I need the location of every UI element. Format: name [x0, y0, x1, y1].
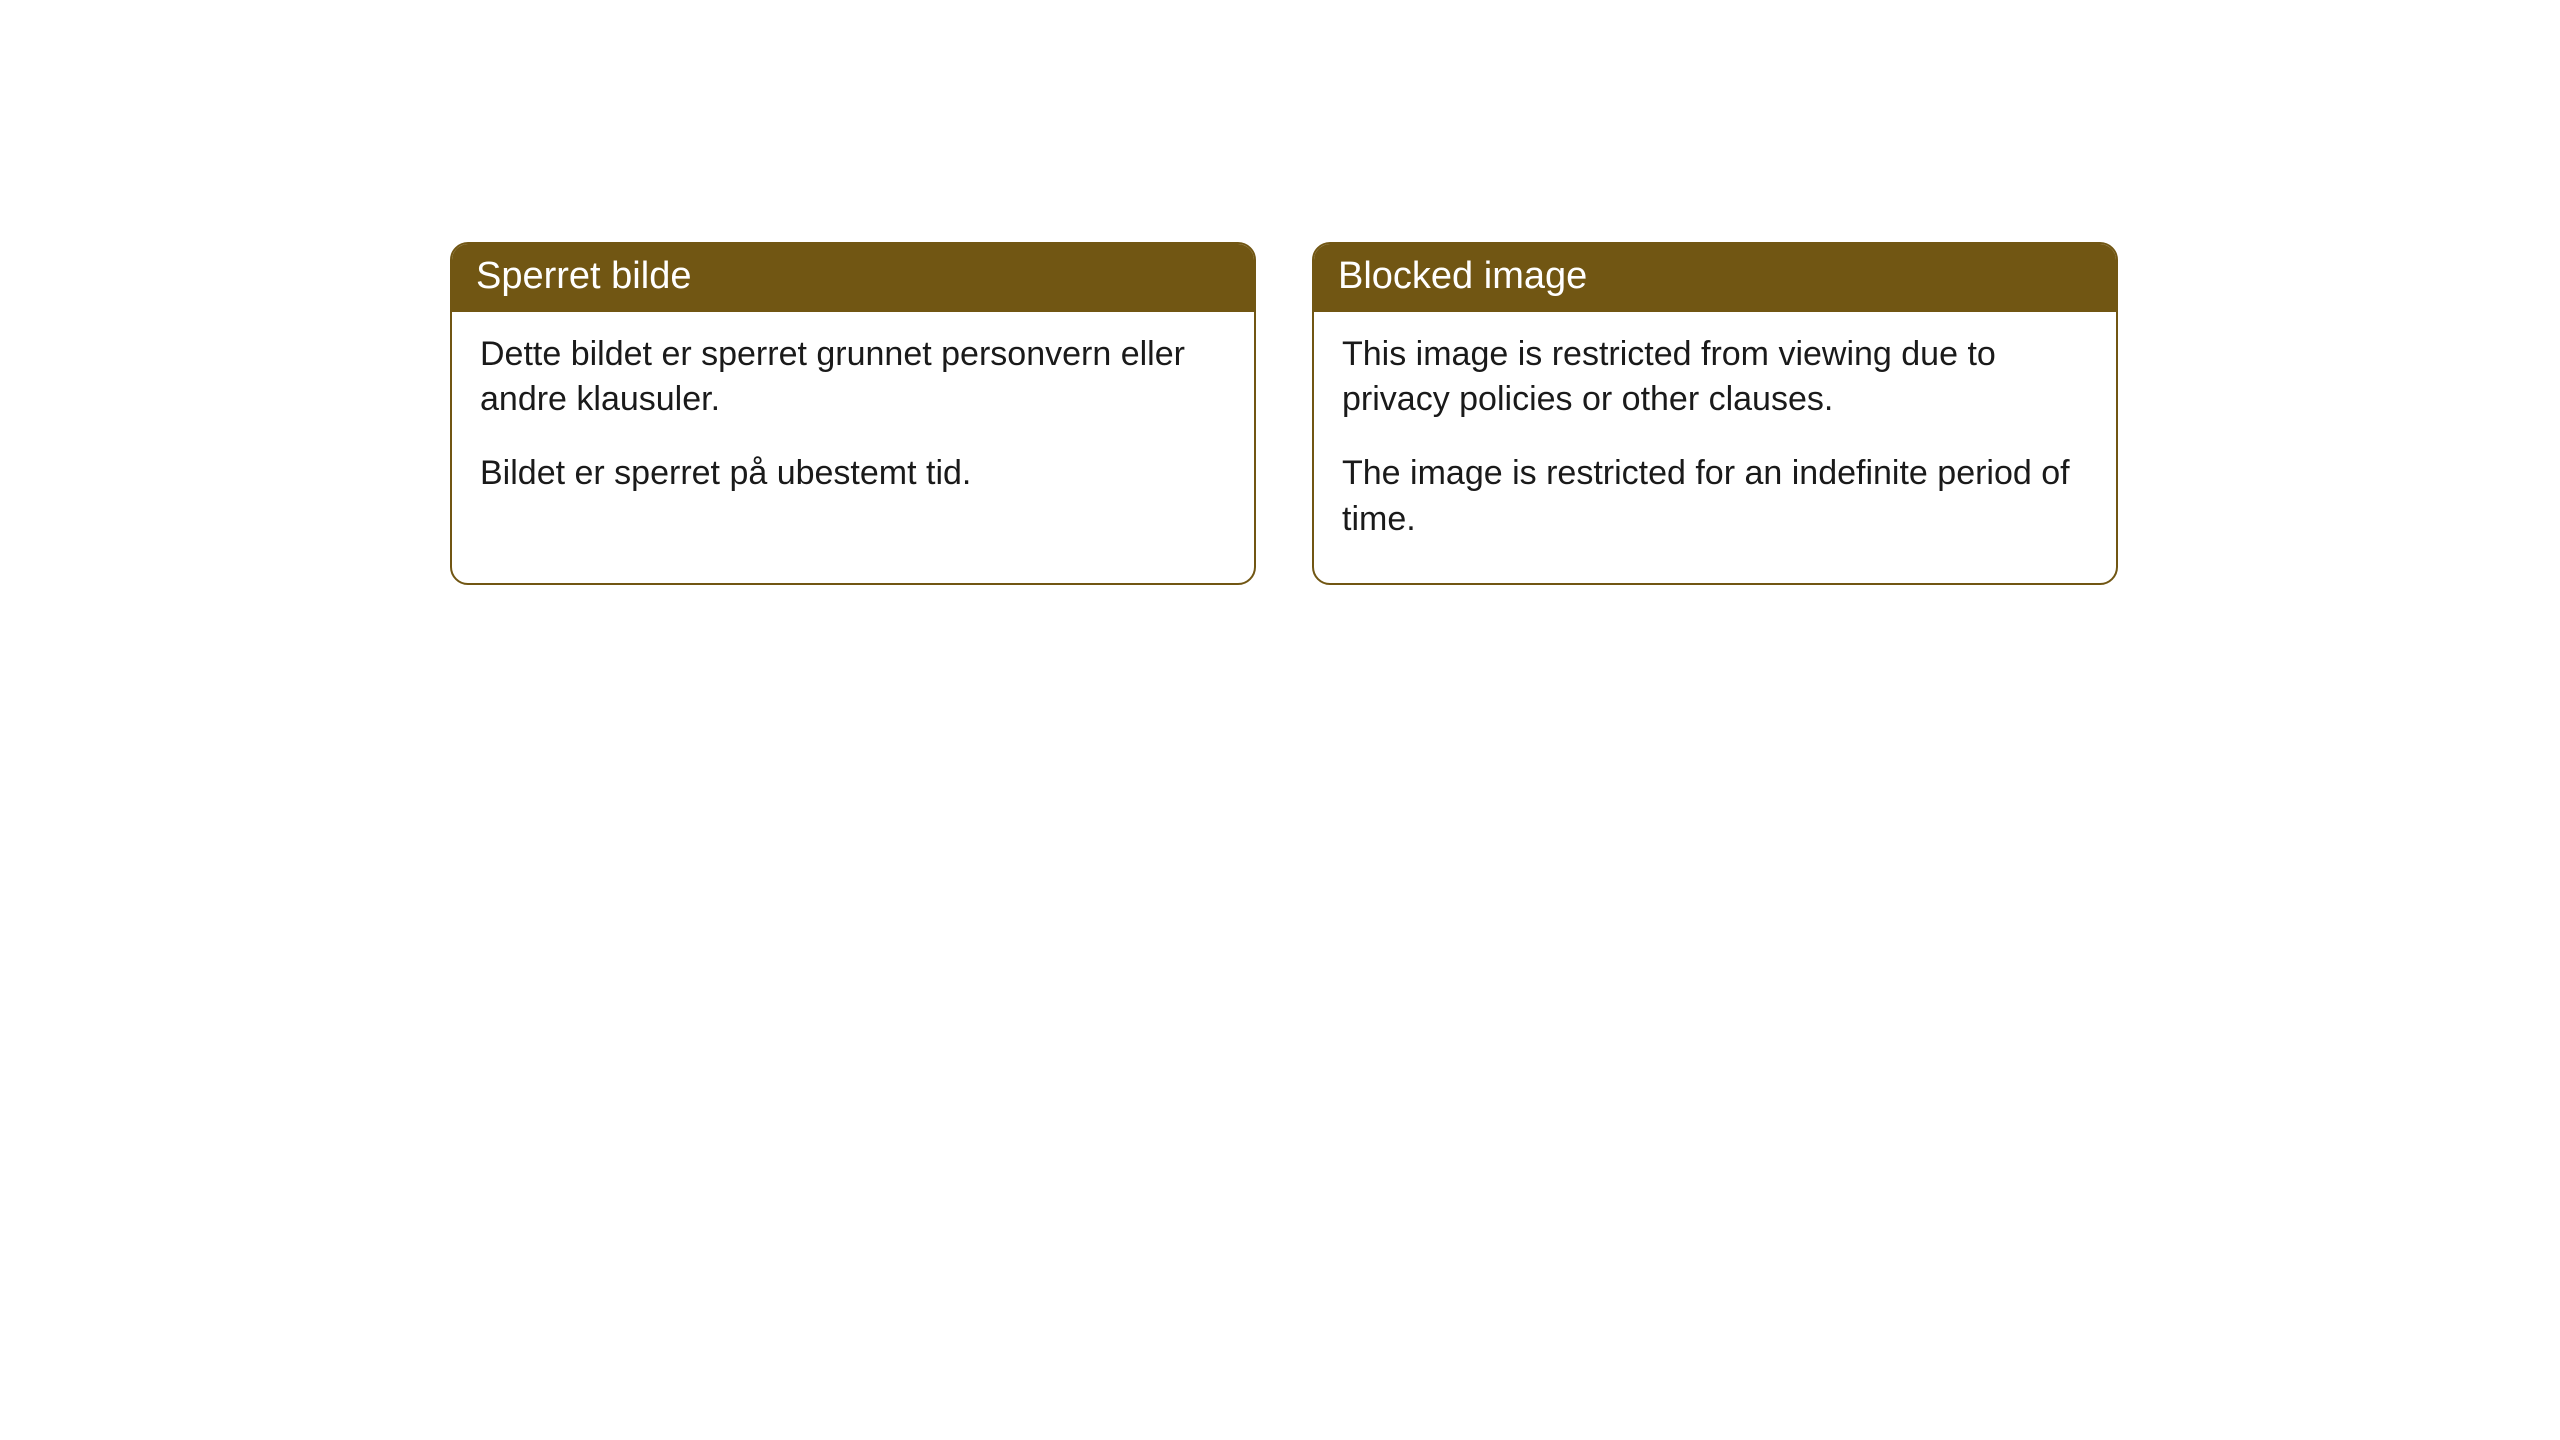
card-header: Sperret bilde — [452, 244, 1254, 312]
card-title: Blocked image — [1338, 255, 1587, 297]
card-body: This image is restricted from viewing du… — [1314, 312, 2116, 584]
card-header: Blocked image — [1314, 244, 2116, 312]
card-paragraph: Dette bildet er sperret grunnet personve… — [480, 332, 1226, 424]
card-body: Dette bildet er sperret grunnet personve… — [452, 312, 1254, 538]
card-paragraph: Bildet er sperret på ubestemt tid. — [480, 451, 1226, 497]
card-paragraph: This image is restricted from viewing du… — [1342, 332, 2088, 424]
card-title: Sperret bilde — [476, 255, 691, 297]
notice-card-english: Blocked image This image is restricted f… — [1312, 242, 2118, 585]
notice-card-norwegian: Sperret bilde Dette bildet er sperret gr… — [450, 242, 1256, 585]
card-paragraph: The image is restricted for an indefinit… — [1342, 451, 2088, 543]
notice-cards-container: Sperret bilde Dette bildet er sperret gr… — [450, 242, 2560, 585]
